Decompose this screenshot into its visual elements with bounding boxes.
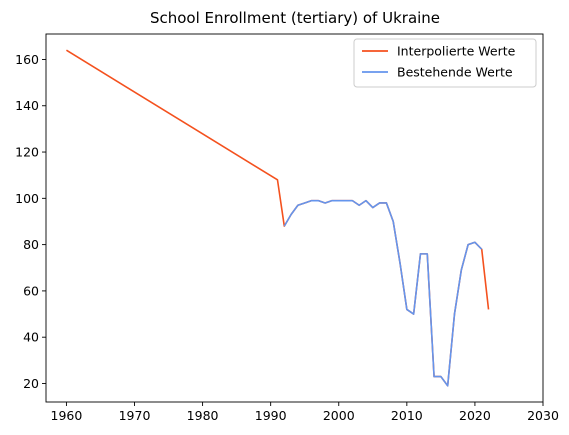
y-tick-label: 40 xyxy=(23,330,39,345)
x-tick-label: 2030 xyxy=(527,408,559,423)
x-tick-label: 1960 xyxy=(51,408,83,423)
x-tick-label: 1980 xyxy=(187,408,219,423)
y-tick-label: 120 xyxy=(15,145,39,160)
x-tick-label: 1970 xyxy=(119,408,151,423)
chart-title: School Enrollment (tertiary) of Ukraine xyxy=(150,9,440,27)
series-line-2 xyxy=(283,199,483,387)
axes: 1960 1970 1980 1990 2000 2010 2020 203020406080… xyxy=(15,33,559,423)
x-tick-label: 2000 xyxy=(323,408,355,423)
y-tick-label: 140 xyxy=(15,98,39,113)
y-tick-label: 80 xyxy=(23,237,39,252)
legend-label-1: Interpolierte Werte xyxy=(397,44,516,59)
legend-label-2: Bestehende Werte xyxy=(397,65,513,80)
plot-area xyxy=(66,49,490,387)
axes-frame xyxy=(45,33,544,403)
legend: Interpolierte Werte Bestehende Werte xyxy=(353,38,537,88)
y-tick-label: 20 xyxy=(23,376,39,391)
legend-box xyxy=(353,38,537,88)
y-tick-label: 60 xyxy=(23,283,39,298)
x-tick-label: 2020 xyxy=(459,408,491,423)
y-tick-label: 160 xyxy=(15,52,39,67)
x-tick-label: 2010 xyxy=(391,408,423,423)
x-tick-label: 1990 xyxy=(255,408,287,423)
y-tick-label: 100 xyxy=(15,191,39,206)
